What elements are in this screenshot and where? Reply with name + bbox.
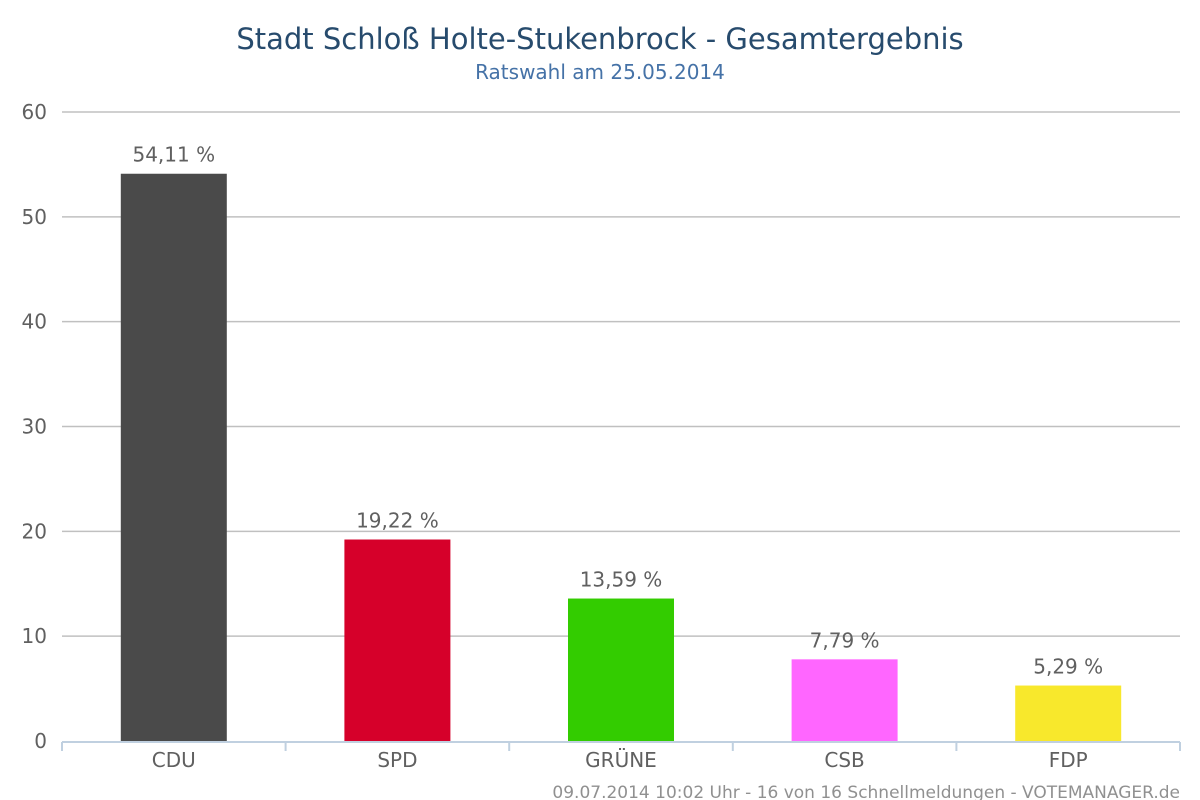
bar-spd	[344, 539, 451, 741]
data-label: 54,11 %	[132, 143, 215, 167]
data-label: 7,79 %	[810, 628, 880, 652]
credits-text[interactable]: 09.07.2014 10:02 Uhr - 16 von 16 Schnell…	[552, 783, 1180, 800]
x-tick-label: FDP	[1049, 748, 1088, 772]
data-label: 13,59 %	[580, 568, 663, 592]
bar-grüne	[568, 598, 674, 741]
x-tick-label: CDU	[152, 748, 196, 772]
y-tick-label: 50	[22, 205, 47, 229]
data-labels: 54,11 % 19,22 % 13,59 % 7,79 % 5,29 %	[132, 143, 1103, 679]
chart-title: Stadt Schloß Holte-Stukenbrock - Gesamte…	[236, 22, 963, 56]
data-label: 5,29 %	[1033, 655, 1103, 679]
x-axis: CDU SPD GRÜNE CSB FDP	[61, 741, 1181, 772]
bar-csb	[791, 659, 898, 741]
bar-cdu	[120, 173, 227, 741]
y-tick-label: 20	[22, 519, 47, 543]
y-tick-label: 60	[22, 100, 47, 124]
x-tick-label: CSB	[824, 748, 864, 772]
data-label: 19,22 %	[356, 509, 439, 533]
bar-fdp	[1015, 685, 1122, 741]
bars	[120, 173, 1122, 741]
y-tick-label: 0	[34, 729, 47, 753]
chart-subtitle: Ratswahl am 25.05.2014	[475, 60, 725, 84]
y-tick-label: 10	[22, 624, 47, 648]
y-tick-label: 40	[22, 310, 47, 334]
y-tick-label: 30	[22, 415, 47, 439]
x-tick-label: GRÜNE	[585, 748, 657, 772]
x-tick-label: SPD	[377, 748, 417, 772]
